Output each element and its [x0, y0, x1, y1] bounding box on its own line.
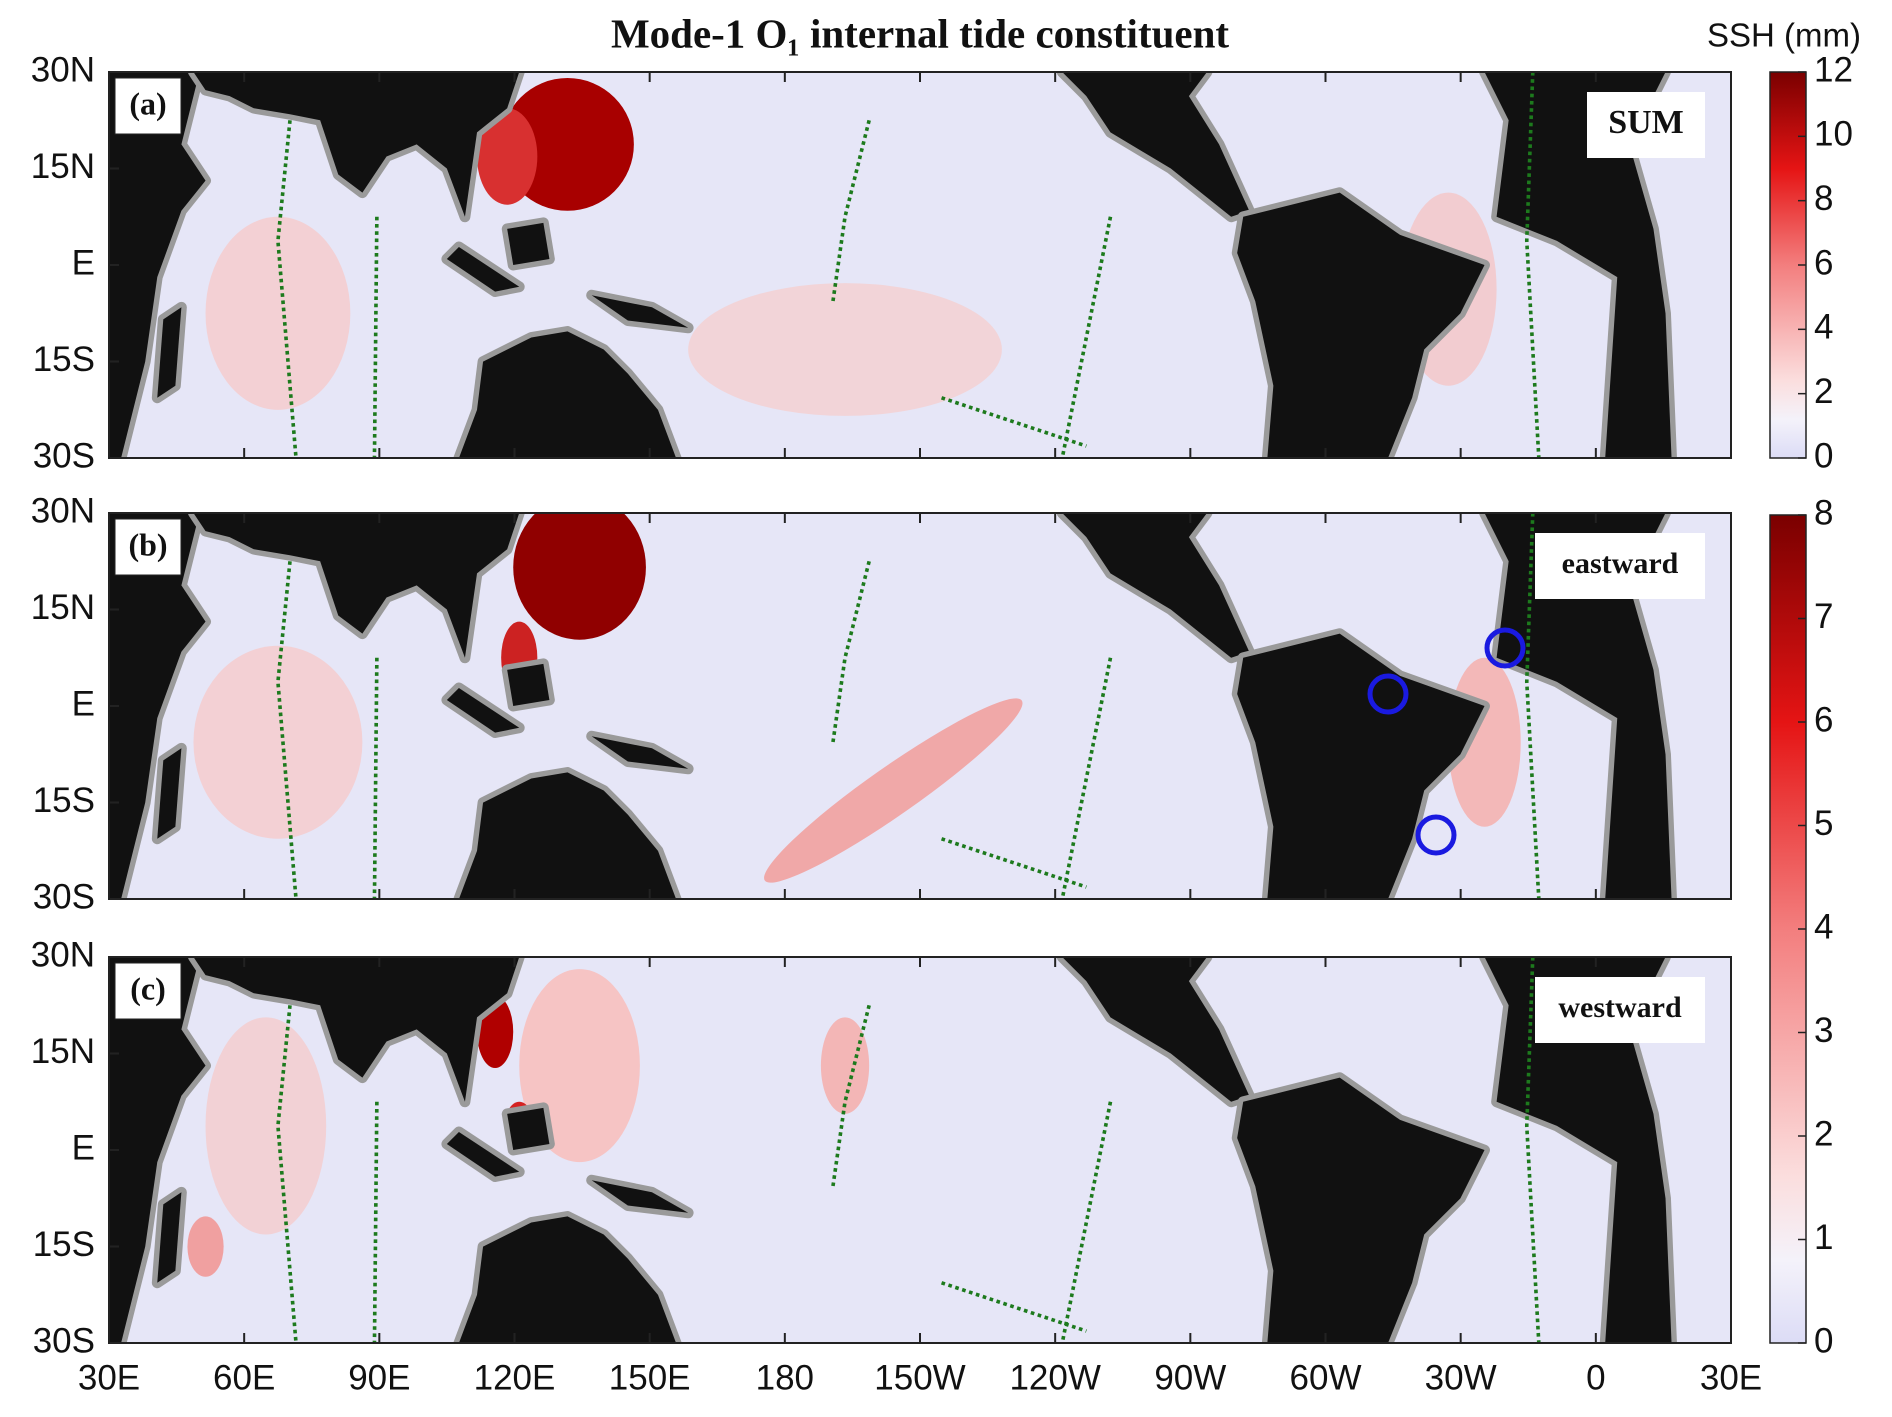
x-tick-label: 150E [609, 1358, 691, 1397]
x-tick-label: 120E [474, 1358, 556, 1397]
x-tick-label: 30E [1700, 1358, 1762, 1397]
panel-label-box [114, 77, 182, 135]
highlight-circles [1367, 627, 1526, 856]
colorbar-label: SSH (mm) [1707, 17, 1861, 54]
y-tick-label: 15N [31, 1032, 95, 1071]
y-tick-label: 30N [31, 491, 95, 530]
x-tick-label: 30E [78, 1358, 140, 1397]
colorbar-tick-label: 5 [1814, 804, 1833, 843]
x-tick-label: 180 [756, 1358, 814, 1397]
map-panel: (b) eastward [108, 512, 1732, 900]
x-tick-label: 90W [1154, 1358, 1226, 1397]
y-tick-label: 15S [33, 781, 95, 820]
colorbar-tick-label: 4 [1814, 308, 1833, 347]
y-tick-label: 15N [31, 588, 95, 627]
x-tick-label: 60E [213, 1358, 275, 1397]
colorbar-tick-label: 8 [1814, 179, 1833, 218]
panel-tag: westward [1558, 991, 1682, 1024]
y-tick-label: E [72, 1128, 95, 1167]
panel-tag-box [1535, 533, 1705, 599]
colorbar-tick-label: 0 [1814, 1321, 1833, 1360]
x-tick-label: 0 [1586, 1358, 1605, 1397]
map-panel: (a) SUM [108, 71, 1732, 459]
y-tick-label: E [72, 243, 95, 282]
colorbar-tick-label: 7 [1814, 597, 1833, 636]
colorbar-tick-label: 6 [1814, 243, 1833, 282]
x-tick-label: 90E [348, 1358, 410, 1397]
colorbar-tick-label: 1 [1814, 1218, 1833, 1257]
colorbar-tick-label: 2 [1814, 372, 1833, 411]
field [109, 957, 1672, 1343]
y-tick-label: 15S [33, 1225, 95, 1264]
field [109, 72, 1672, 458]
x-tick-label: 30W [1425, 1358, 1497, 1397]
x-tick-label: 120W [1009, 1358, 1100, 1397]
y-tick-label: 15N [31, 147, 95, 186]
colorbar-tick-label: 3 [1814, 1011, 1833, 1050]
field [109, 513, 1672, 900]
colorbar-tick-label: 0 [1814, 436, 1833, 475]
y-tick-label: E [72, 684, 95, 723]
panel-label: (a) [129, 85, 166, 121]
colorbar-tick-label: 4 [1814, 907, 1833, 946]
y-tick-label: 15S [33, 340, 95, 379]
map-panel: (c) westward [108, 956, 1732, 1344]
y-tick-label: 30N [31, 50, 95, 89]
colorbar-tick-label: 10 [1814, 115, 1853, 154]
panel-tag: eastward [1562, 547, 1679, 580]
y-tick-label: 30N [31, 935, 95, 974]
colorbar-tick-label: 12 [1814, 50, 1853, 89]
x-tick-label: 150W [874, 1358, 965, 1397]
panel-label-box [114, 962, 182, 1020]
panel-tag: SUM [1608, 104, 1684, 141]
colorbar-tick-label: 2 [1814, 1114, 1833, 1153]
y-tick-label: 30S [33, 877, 95, 916]
figure-title: Mode-1 O₁ internal tide constituent [611, 10, 1229, 56]
panel-label: (b) [128, 526, 167, 562]
x-tick-label: 60W [1290, 1358, 1362, 1397]
y-tick-label: 30S [33, 436, 95, 475]
colorbar-tick-label: 8 [1814, 493, 1833, 532]
panel-tag-box [1535, 977, 1705, 1043]
panel-tag-box [1587, 92, 1705, 158]
panel-label: (c) [130, 970, 166, 1006]
panel-label-box [114, 518, 182, 576]
y-tick-label: 30S [33, 1321, 95, 1360]
colorbar-tick-label: 6 [1814, 700, 1833, 739]
